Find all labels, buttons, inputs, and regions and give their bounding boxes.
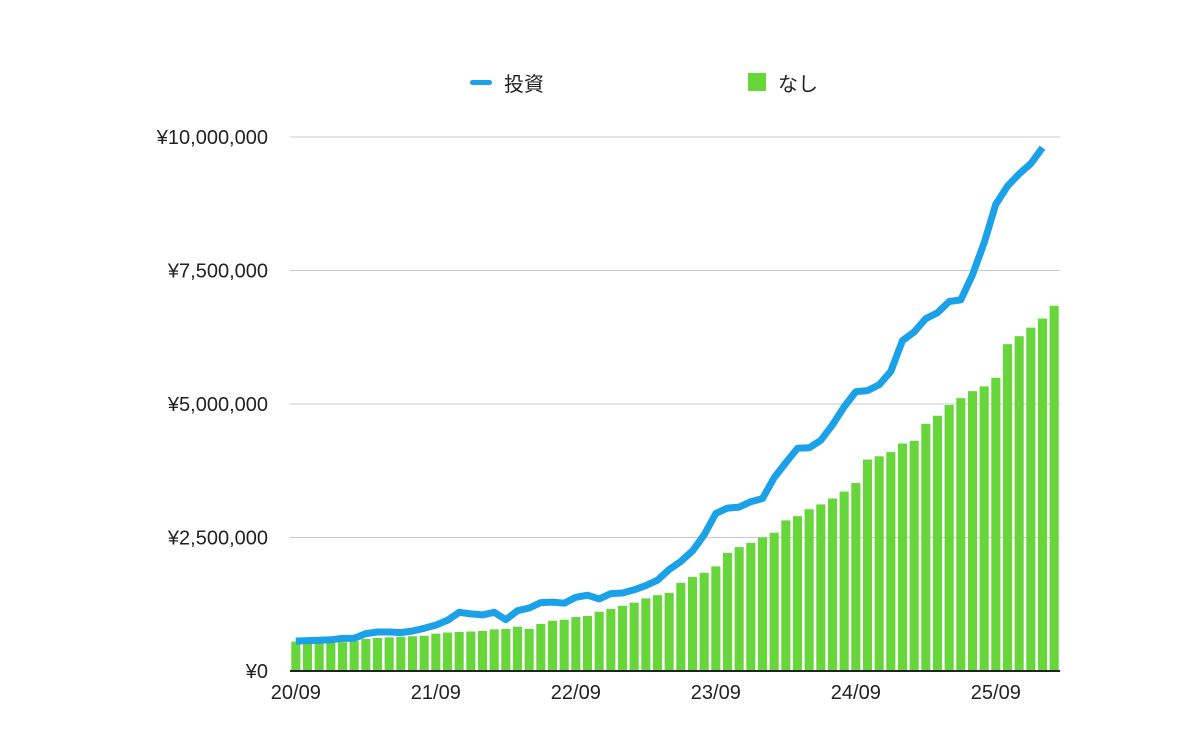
y-tick-label: ¥2,500,000 [167,528,268,550]
bar [839,491,849,671]
bar [407,636,418,671]
legend-item-invest: 投資 [470,62,544,102]
legend-label-none: なし [778,73,818,96]
bar [1049,305,1059,671]
series-line-invest [295,145,1046,645]
bar [547,620,558,671]
bar [991,377,1001,671]
bar [956,398,966,671]
bar [477,630,488,671]
bar [781,520,791,671]
legend-swatch-none [748,73,766,91]
bar [932,415,943,671]
bar [676,582,686,671]
bar [454,632,464,671]
bar [687,577,698,671]
bar [862,459,873,671]
bar [396,636,406,671]
bar [792,516,803,671]
bar [711,566,721,671]
bar [384,637,394,671]
bar [827,498,838,671]
bar [617,605,628,671]
bar [431,633,441,671]
y-tick-label: ¥10,000,000 [156,127,268,149]
bar [582,615,593,671]
bar [979,386,989,671]
y-tick-label: ¥7,500,000 [167,261,268,283]
bar [722,552,733,671]
bar [886,452,896,671]
x-tick-label: 20/09 [271,682,321,704]
bar [559,619,569,671]
bar [1002,344,1013,671]
legend-swatch-invest [470,79,492,85]
bar [699,572,709,671]
y-tick-label: ¥0 [245,661,268,683]
y-tick-label: ¥5,000,000 [167,394,268,416]
bar [326,642,336,671]
bar [302,643,313,671]
x-tick-label: 21/09 [411,682,461,704]
bar [746,542,756,671]
legend-item-none: なし [748,62,818,102]
bar [909,440,919,671]
bar [349,641,359,671]
bar [816,504,826,671]
bar [664,593,674,671]
bar [594,611,604,671]
bar [442,632,453,671]
legend: 投資 なし [0,62,1200,102]
bar [361,638,371,671]
bar [337,642,348,671]
bar [897,443,908,671]
bar [874,456,884,671]
bar [1014,336,1024,671]
legend-label-invest: 投資 [504,73,544,96]
bar [291,641,301,671]
bar [536,624,546,671]
bar [571,617,581,671]
bar [851,483,861,671]
bar [1037,318,1048,671]
bar [512,626,523,671]
bar [734,547,744,671]
bar [1026,327,1036,671]
bar [757,537,768,671]
bar [944,405,954,671]
bar [652,595,663,671]
bar [314,643,324,671]
x-tick-label: 25/09 [971,682,1021,704]
bar [466,631,476,671]
bar [629,602,639,671]
bar [419,635,429,671]
bar [372,637,383,671]
bar [921,423,931,671]
bar [524,628,534,671]
bar [606,609,616,671]
bar [489,629,499,671]
bar [804,509,814,671]
bar [769,532,779,671]
x-tick-label: 24/09 [831,682,881,704]
bar [967,391,978,671]
x-tick-label: 22/09 [551,682,601,704]
bar [501,628,511,671]
bar [641,598,651,671]
x-tick-label: 23/09 [691,682,741,704]
